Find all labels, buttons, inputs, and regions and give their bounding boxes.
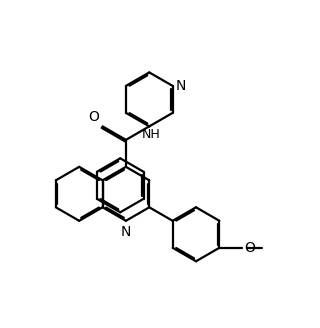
- Text: N: N: [120, 225, 131, 239]
- Text: O: O: [244, 241, 255, 255]
- Text: NH: NH: [142, 128, 161, 141]
- Text: O: O: [88, 110, 99, 124]
- Text: N: N: [175, 79, 186, 93]
